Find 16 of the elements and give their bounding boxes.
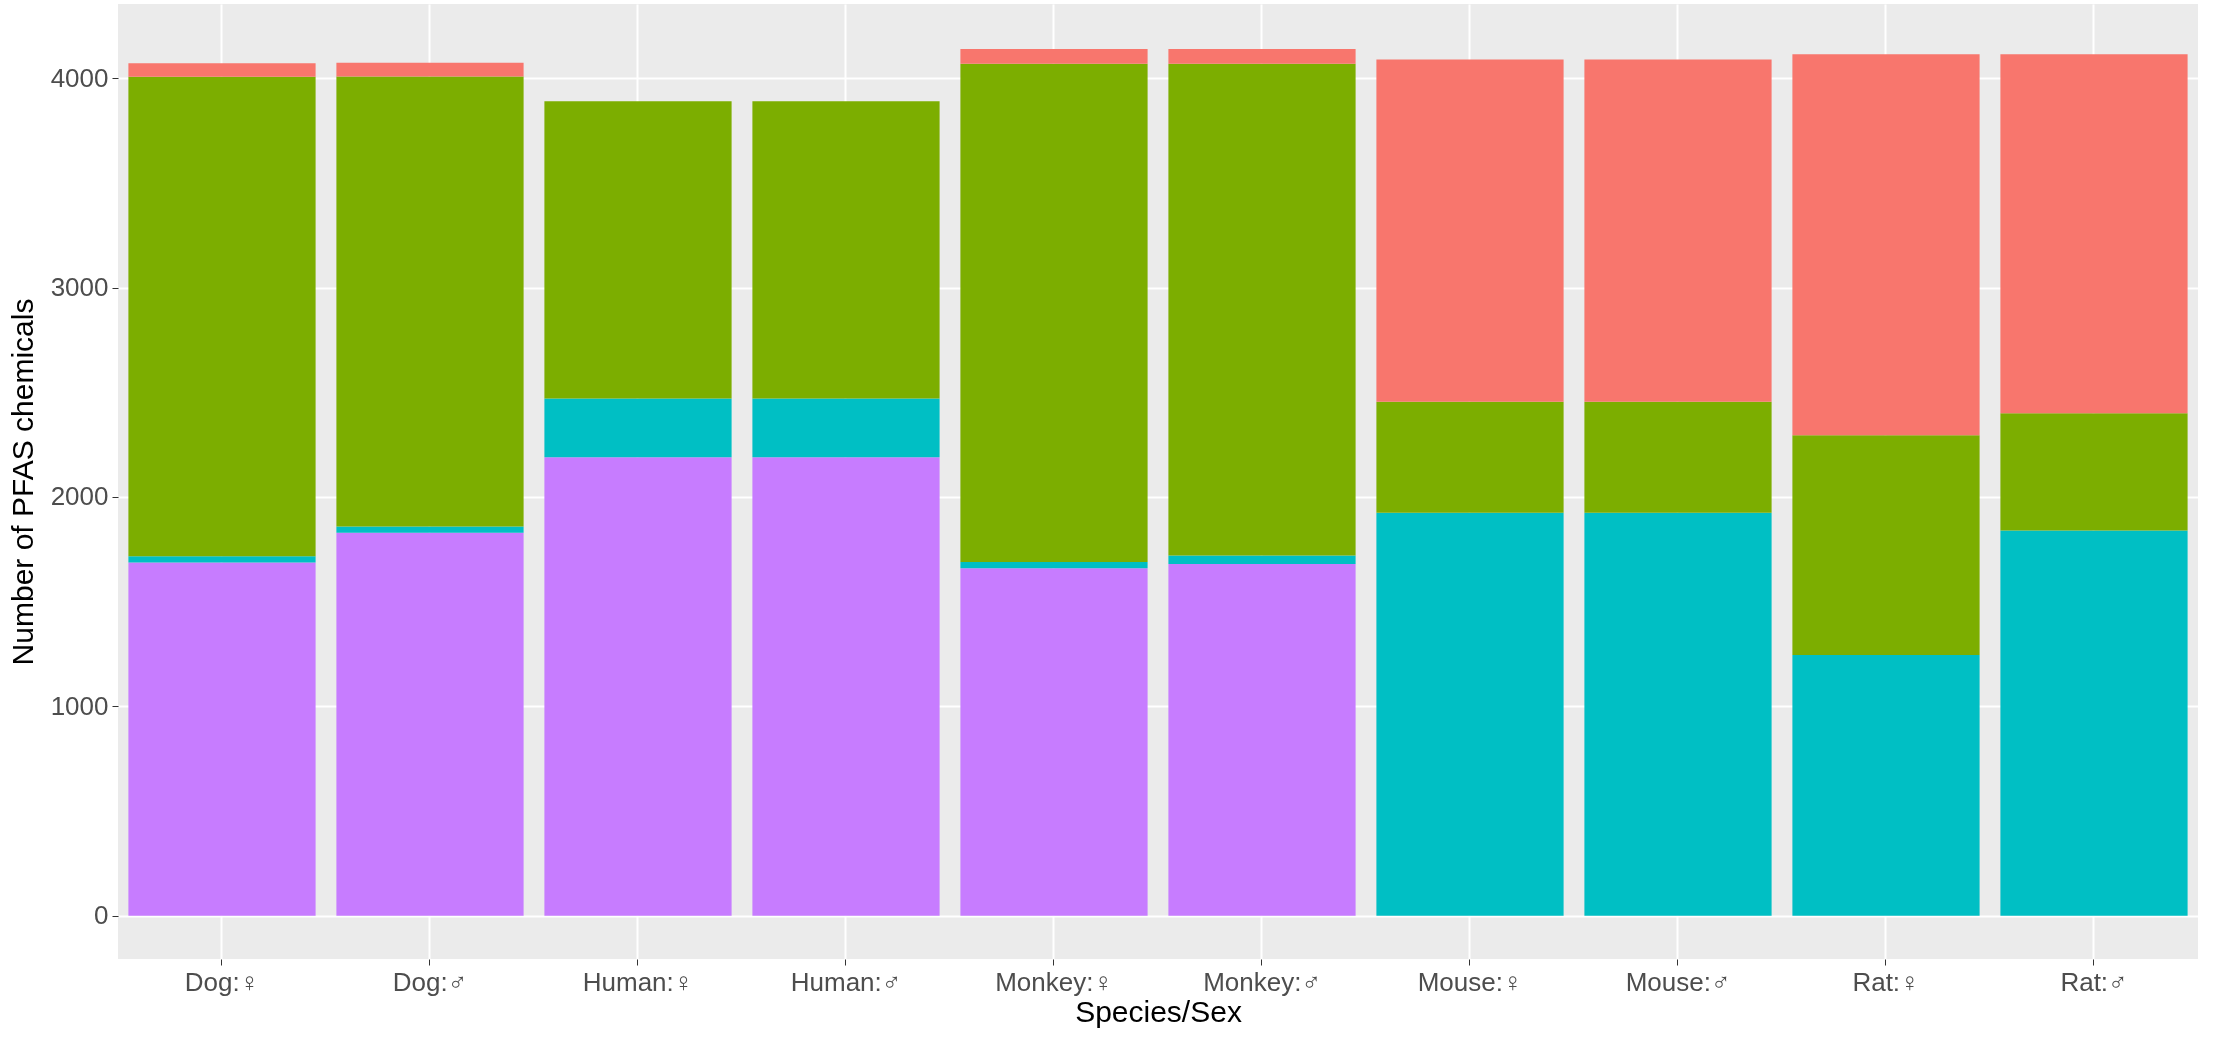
y-tick-label: 3000 — [50, 272, 109, 303]
x-tick-label: Monkey:♂ — [1203, 966, 1321, 997]
y-tick-label: 0 — [94, 900, 109, 931]
x-tick-label: Dog:♀ — [184, 966, 260, 997]
x-tick-label: Human:♂ — [790, 966, 902, 997]
x-tick-label: Monkey:♀ — [995, 966, 1113, 997]
x-tick-label: Dog:♂ — [392, 966, 468, 997]
x-tick-label: Rat:♀ — [1852, 966, 1920, 997]
y-tick-label: 2000 — [50, 481, 109, 512]
y-tick-label: 4000 — [50, 62, 109, 93]
x-tick-label: Rat:♂ — [2060, 966, 2128, 997]
x-tick-label: Mouse:♂ — [1625, 966, 1731, 997]
y-tick-label: 1000 — [50, 690, 109, 721]
x-tick-label: Mouse:♀ — [1417, 966, 1523, 997]
y-axis-title: Number of PFAS chemicals — [5, 298, 39, 666]
x-tick-label: Human:♀ — [582, 966, 694, 997]
